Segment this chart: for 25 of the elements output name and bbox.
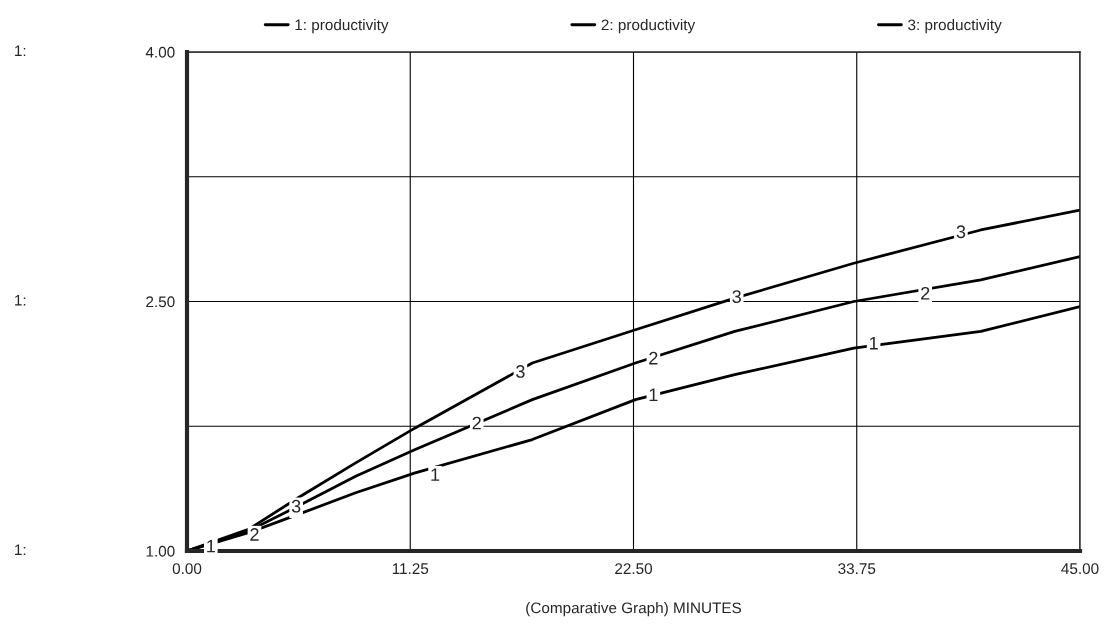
y-tick-label: 1.00 xyxy=(146,545,175,557)
annotation: 2 xyxy=(250,528,259,541)
text: 1: xyxy=(15,45,26,56)
x-axis-title: (Comparative Graph) MINUTES xyxy=(526,602,742,617)
text: 1: xyxy=(15,544,26,555)
x-tick-label: 11.25 xyxy=(392,563,429,575)
legend-label: 3: productivity xyxy=(908,19,1002,34)
x-tick-label: 22.50 xyxy=(615,563,653,575)
y-tick-label: 2.50 xyxy=(146,296,175,308)
y-tick-label: 4.00 xyxy=(145,46,175,58)
annotation: 1 xyxy=(869,336,878,350)
x-tick-label: 33.75 xyxy=(838,563,876,575)
x-tick-label: 0.00 xyxy=(172,563,202,575)
text: 1: xyxy=(15,294,26,306)
annotation: 2 xyxy=(472,416,481,430)
legend-label: 2: productivity xyxy=(601,19,696,34)
annotation: 2 xyxy=(921,286,930,300)
annotation: 1 xyxy=(431,468,440,481)
annotation: 2 xyxy=(649,351,658,365)
annotation: 3 xyxy=(956,225,966,239)
legend-label: 1: productivity xyxy=(295,19,389,34)
x-tick-label: 45.00 xyxy=(1061,563,1099,575)
annotation: 3 xyxy=(516,365,525,378)
annotation: 1 xyxy=(207,539,215,553)
annotation: 1 xyxy=(649,388,658,401)
